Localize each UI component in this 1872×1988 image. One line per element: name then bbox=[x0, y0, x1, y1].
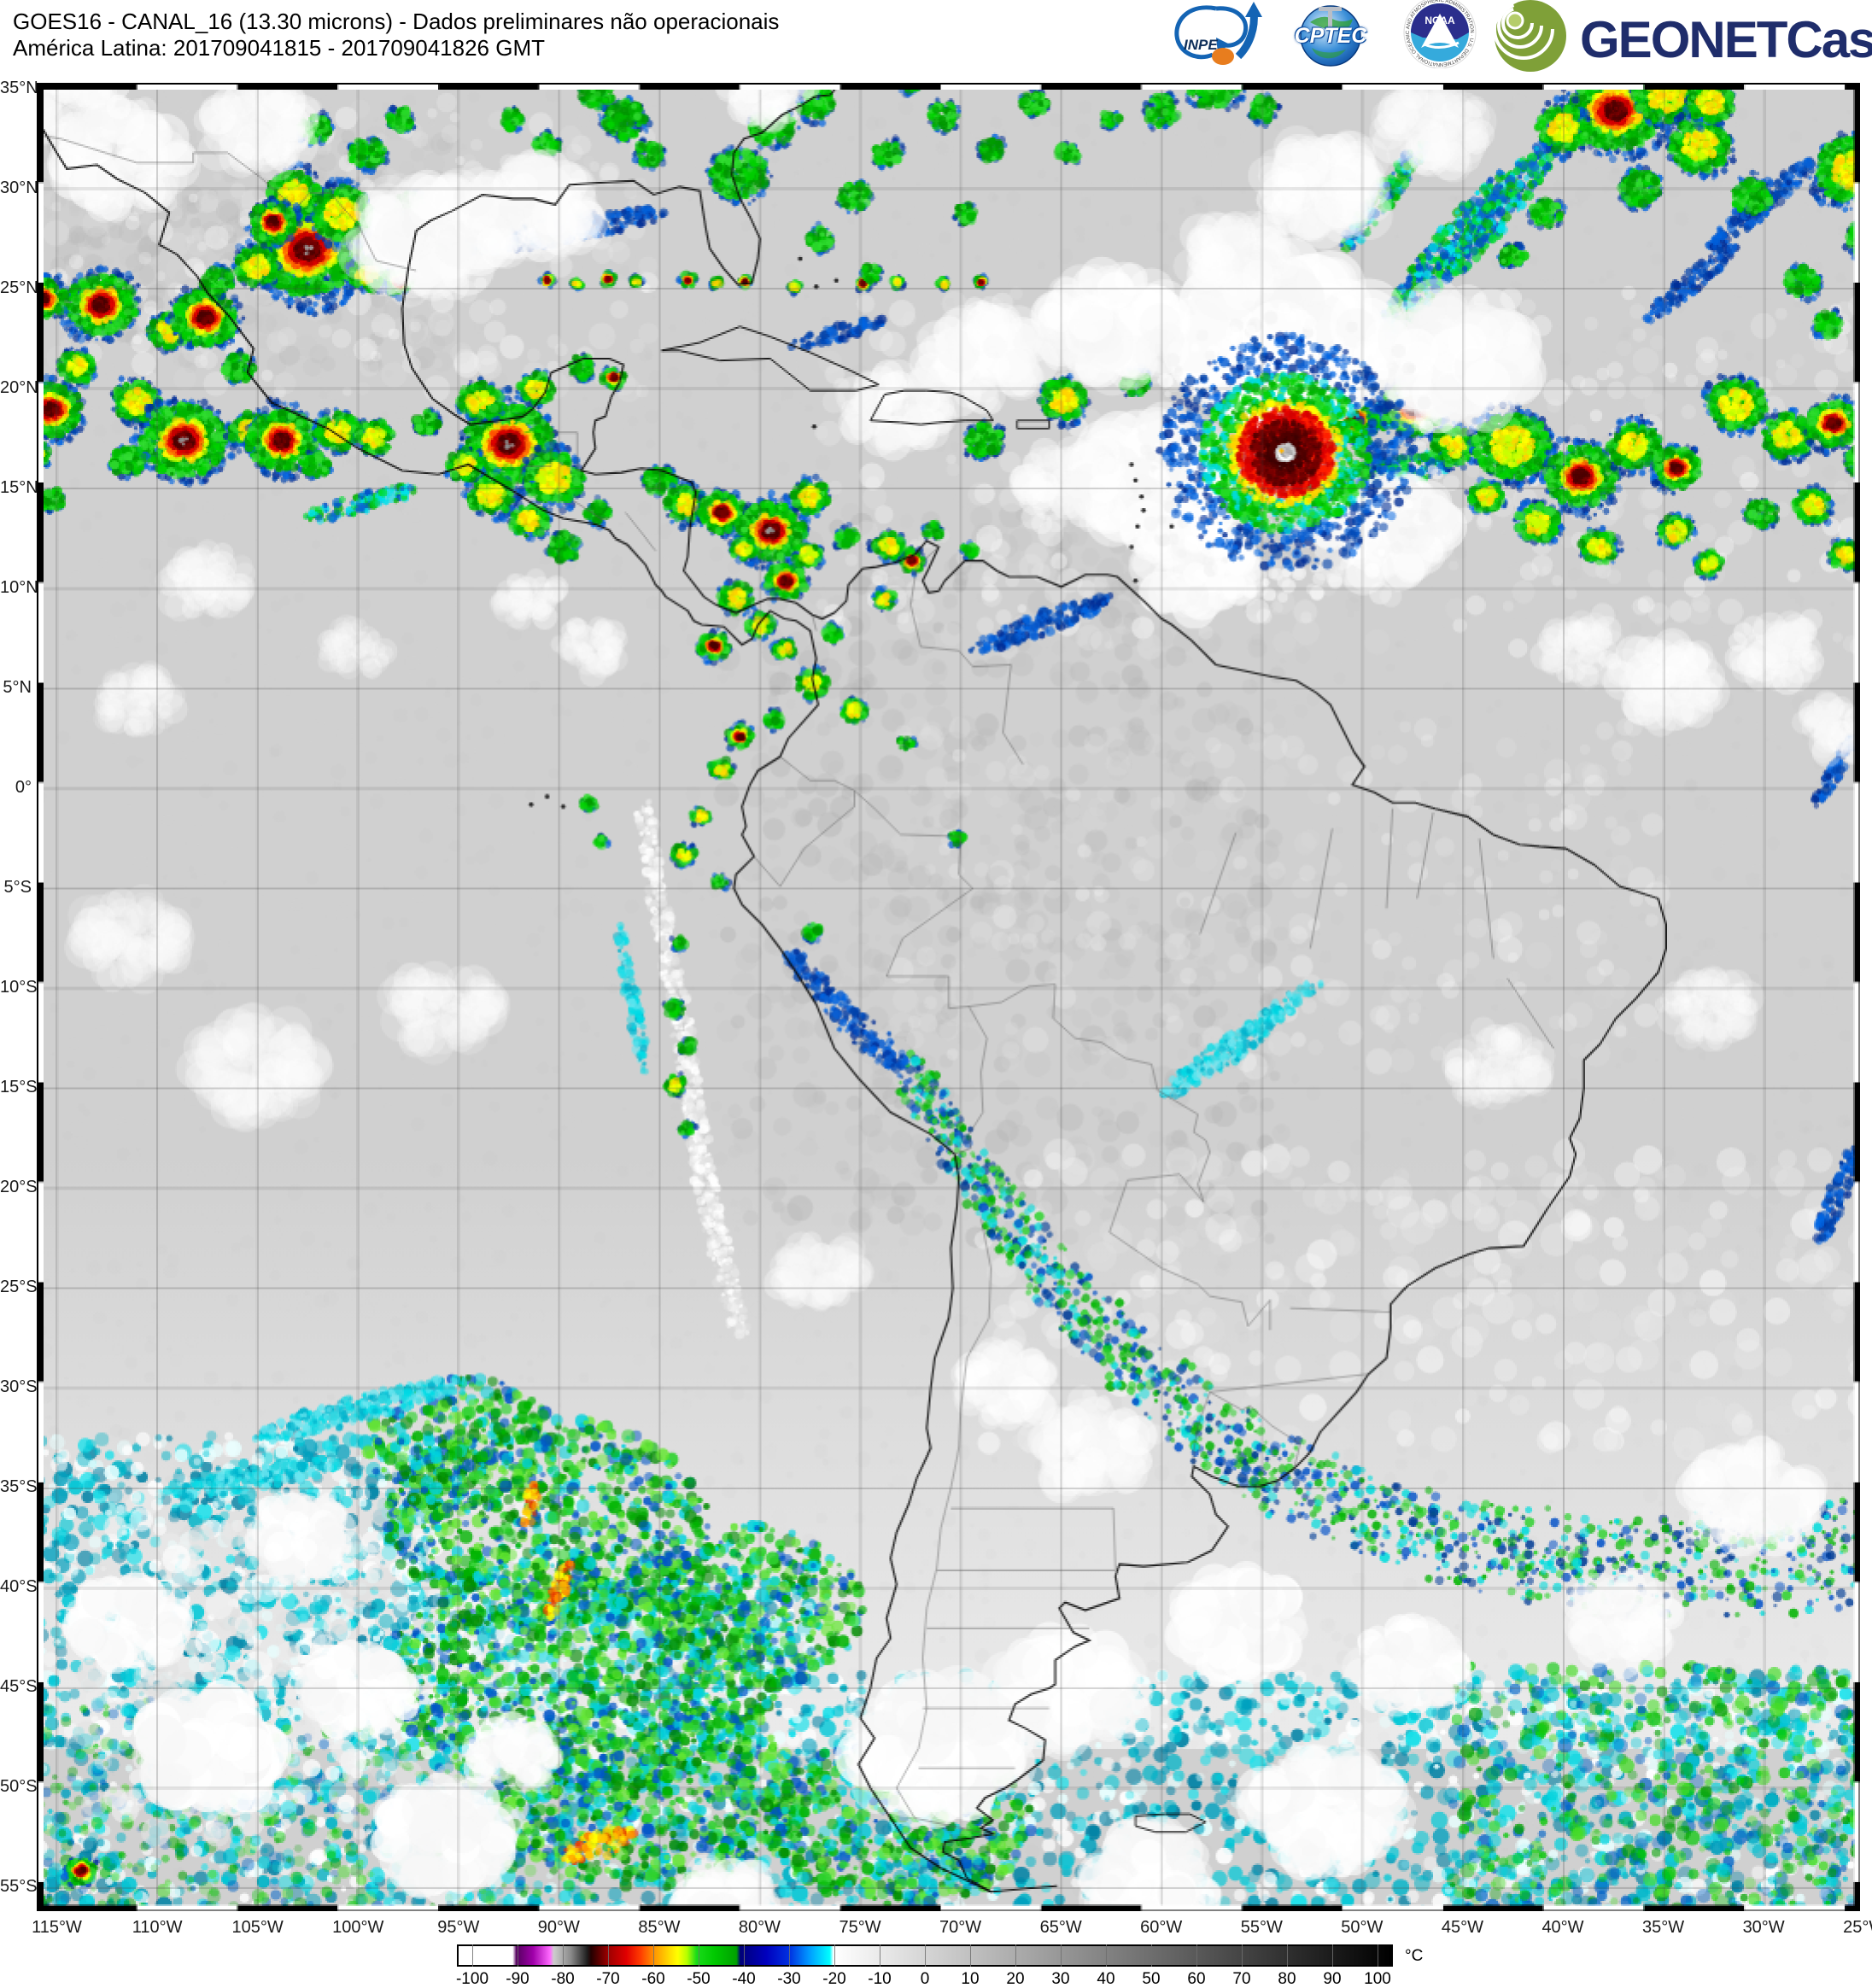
lon-axis-label: 30°W bbox=[1742, 1918, 1785, 1937]
lon-axis-label: 75°W bbox=[839, 1918, 881, 1937]
colorbar-tick bbox=[1151, 1944, 1152, 1967]
colorbar-tick-label: -60 bbox=[641, 1970, 665, 1988]
colorbar-tick-label: -20 bbox=[822, 1970, 846, 1988]
colorbar-unit-label: °C bbox=[1405, 1947, 1424, 1965]
noaa-logo-icon: NATIONAL OCEANIC AND ATMOSPHERIC ADMINIS… bbox=[1399, 0, 1477, 68]
colorbar-tick-label: 50 bbox=[1142, 1970, 1161, 1988]
lon-axis-label: 105°W bbox=[231, 1918, 284, 1937]
inpe-logo-icon: INPE bbox=[1174, 2, 1262, 65]
geonetcast-logo-label: GEONETCast bbox=[1580, 11, 1872, 68]
cptec-logo-icon bbox=[1300, 5, 1361, 67]
lat-axis-label: 35°N bbox=[0, 79, 38, 98]
lon-axis-label: 65°W bbox=[1039, 1918, 1082, 1937]
lon-axis-label: 25°W bbox=[1843, 1918, 1872, 1937]
lon-axis-label: 60°W bbox=[1140, 1918, 1183, 1937]
satellite-map-image bbox=[37, 83, 1860, 1911]
colorbar-tick-label: 20 bbox=[1006, 1970, 1025, 1988]
colorbar-tick-label: -80 bbox=[551, 1970, 575, 1988]
lon-axis-label: 50°W bbox=[1341, 1918, 1384, 1937]
colorbar-tick-label: 40 bbox=[1097, 1970, 1115, 1988]
inpe-logo-label: INPE bbox=[1184, 37, 1218, 53]
lat-axis-label: 10°S bbox=[0, 977, 38, 997]
colorbar-tick-label: -90 bbox=[506, 1970, 529, 1988]
colorbar-tick bbox=[472, 1944, 473, 1967]
colorbar-tick-label: 80 bbox=[1278, 1970, 1296, 1988]
colorbar-tick bbox=[970, 1944, 971, 1967]
lat-axis-label: 5°S bbox=[3, 877, 32, 897]
lon-axis-label: 85°W bbox=[638, 1918, 681, 1937]
colorbar-tick bbox=[1332, 1944, 1333, 1967]
lon-axis-label: 95°W bbox=[437, 1918, 480, 1937]
lat-axis-label: 15°S bbox=[0, 1077, 38, 1096]
lat-axis-label: 25°S bbox=[0, 1277, 38, 1296]
colorbar-tick bbox=[1015, 1944, 1016, 1967]
colorbar-tick bbox=[1106, 1944, 1107, 1967]
lon-axis-label: 80°W bbox=[738, 1918, 781, 1937]
colorbar-tick-label: -10 bbox=[868, 1970, 892, 1988]
lat-axis-label: 40°S bbox=[0, 1576, 38, 1596]
lon-axis-label: 40°W bbox=[1541, 1918, 1584, 1937]
colorbar-tick-label: 100 bbox=[1364, 1970, 1391, 1988]
page-title: GOES16 - CANAL_16 (13.30 microns) - Dado… bbox=[13, 9, 780, 34]
colorbar-tick bbox=[653, 1944, 654, 1967]
lat-axis-label: 5°N bbox=[3, 677, 32, 697]
colorbar-tick bbox=[1061, 1944, 1062, 1967]
lat-axis-label: 30°N bbox=[0, 178, 38, 197]
colorbar-tick-label: 30 bbox=[1051, 1970, 1070, 1988]
lat-axis-label: 10°N bbox=[0, 577, 38, 597]
colorbar-tick-label: 70 bbox=[1232, 1970, 1251, 1988]
lon-axis-label: 115°W bbox=[32, 1918, 82, 1937]
colorbar-tick-label: -40 bbox=[732, 1970, 756, 1988]
lat-axis-label: 15°N bbox=[0, 477, 38, 497]
lon-axis-label: 35°W bbox=[1642, 1918, 1685, 1937]
colorbar-tick-label: 60 bbox=[1187, 1970, 1206, 1988]
lat-axis-label: 45°S bbox=[0, 1676, 38, 1696]
lat-axis-label: 30°S bbox=[0, 1377, 38, 1396]
colorbar-tick-label: -70 bbox=[596, 1970, 620, 1988]
colorbar-tick-label: -50 bbox=[687, 1970, 711, 1988]
colorbar-tick-label: 0 bbox=[920, 1970, 930, 1988]
lat-axis-label: 50°S bbox=[0, 1776, 38, 1796]
noaa-logo-label: NOAA bbox=[1424, 15, 1455, 26]
colorbar-tick-label: 90 bbox=[1323, 1970, 1342, 1988]
lon-axis-label: 90°W bbox=[537, 1918, 580, 1937]
colorbar-tick bbox=[1196, 1944, 1197, 1967]
colorbar-tick bbox=[789, 1944, 790, 1967]
lat-axis-label: 20°N bbox=[0, 378, 38, 397]
colorbar-tick bbox=[563, 1944, 564, 1967]
colorbar-tick-label: -100 bbox=[455, 1970, 489, 1988]
colorbar-tick bbox=[925, 1944, 926, 1967]
colorbar-tick bbox=[744, 1944, 745, 1967]
geonetcast-logo-icon bbox=[1493, 0, 1566, 72]
colorbar-tick bbox=[1242, 1944, 1243, 1967]
colorbar-tick bbox=[834, 1944, 835, 1967]
page-subtitle: América Latina: 201709041815 - 201709041… bbox=[13, 35, 545, 61]
lat-axis-label: 35°S bbox=[0, 1476, 38, 1496]
lat-axis-label: 0° bbox=[15, 777, 32, 797]
lat-axis-label: 20°S bbox=[0, 1177, 38, 1196]
lon-axis-label: 110°W bbox=[132, 1918, 183, 1937]
lon-axis-label: 100°W bbox=[332, 1918, 384, 1937]
colorbar-tick bbox=[608, 1944, 609, 1967]
colorbar-tick-label: -30 bbox=[777, 1970, 801, 1988]
lon-axis-label: 70°W bbox=[939, 1918, 982, 1937]
lon-axis-label: 45°W bbox=[1441, 1918, 1483, 1937]
cptec-logo-label: CPTEC bbox=[1294, 24, 1367, 48]
lat-axis-label: 55°S bbox=[0, 1876, 38, 1896]
lat-axis-label: 25°N bbox=[0, 278, 38, 297]
lon-axis-label: 55°W bbox=[1240, 1918, 1283, 1937]
colorbar-tick bbox=[1287, 1944, 1288, 1967]
colorbar-tick-label: 10 bbox=[961, 1970, 980, 1988]
